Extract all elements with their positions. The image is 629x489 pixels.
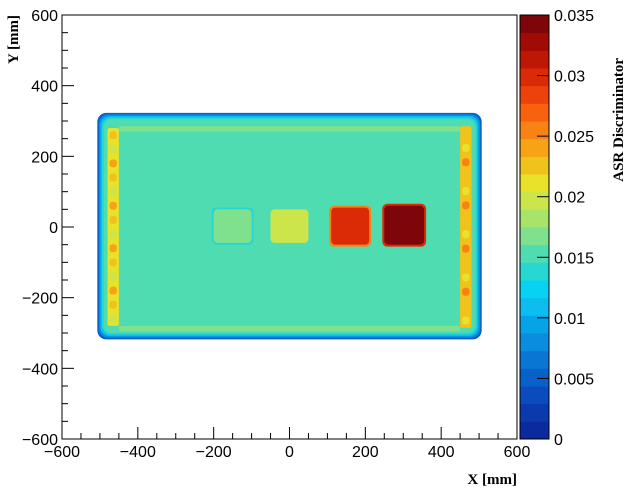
x-tick-label: 0 [285, 444, 294, 461]
y-tick-label: 0 [49, 220, 58, 237]
colorbar-band [520, 280, 549, 299]
colorbar-band [520, 85, 549, 104]
colorbar-band [520, 403, 549, 422]
edge-speckle [462, 244, 470, 253]
edge-speckle [462, 316, 470, 325]
edge-speckle [462, 302, 470, 311]
edge-speckle [462, 215, 470, 224]
colorbar-band [520, 174, 549, 193]
colorbar-band [520, 103, 549, 122]
colorbar-band [520, 333, 549, 352]
edge-speckle [462, 158, 470, 167]
colorbar-band [520, 15, 549, 34]
y-tick-label: 200 [31, 149, 58, 166]
z-tick-label: 0.025 [554, 129, 594, 146]
edge-speckle [462, 172, 470, 181]
edge-speckle [462, 287, 470, 296]
region-block-1 [213, 209, 252, 243]
z-tick-label: 0.01 [554, 311, 585, 328]
edge-speckle [109, 215, 117, 224]
edge-speckle [462, 230, 470, 239]
colorbar-band [520, 244, 549, 263]
colorbar-band [520, 386, 549, 405]
colorbar-frame [519, 14, 550, 440]
z-tick-label: 0.015 [554, 250, 594, 267]
edge-speckle [109, 258, 117, 267]
edge-speckle [109, 244, 117, 253]
z-tick-label: 0 [554, 432, 563, 449]
colorbar-band [520, 191, 549, 210]
edge-speckle [109, 300, 117, 309]
x-tick-label: 600 [504, 444, 531, 461]
x-tick-label: −600 [44, 444, 80, 461]
y-tick-label: 600 [31, 8, 58, 25]
edge-speckle [109, 145, 117, 154]
z-tick-label: 0.035 [554, 8, 594, 25]
y-tick-label: −600 [22, 432, 58, 449]
colorbar-band [520, 68, 549, 87]
edge-speckle [109, 173, 117, 182]
colorbar-title: ASR Discriminator [611, 58, 627, 182]
heatmap-area [97, 112, 482, 340]
colorbar-band [520, 138, 549, 157]
edge-speckle [109, 230, 117, 239]
x-tick-label: 200 [352, 444, 379, 461]
edge-speckle [109, 314, 117, 323]
colorbar-band [520, 50, 549, 69]
colorbar-band [520, 227, 549, 246]
colorbar-band [520, 209, 549, 228]
edge-speckle [462, 187, 470, 196]
colorbar-band [520, 121, 549, 140]
y-tick-label: −200 [22, 291, 58, 308]
region-top-edge-band [118, 126, 461, 132]
x-tick-label: −200 [196, 444, 232, 461]
z-tick-label: 0.02 [554, 190, 585, 207]
edge-speckle [462, 143, 470, 152]
colorbar-band [520, 32, 549, 51]
z-tick-label: 0.005 [554, 371, 594, 388]
x-axis-title: X [mm] [467, 472, 517, 488]
edge-speckle [109, 286, 117, 295]
edge-speckle [109, 272, 117, 281]
y-tick-label: 400 [31, 79, 58, 96]
y-tick-label: −400 [22, 361, 58, 378]
edge-speckle [462, 258, 470, 267]
region-bottom-edge-band [118, 325, 461, 332]
edge-speckle [462, 201, 470, 210]
region-block-2 [270, 209, 309, 243]
x-axis: −600 −400 −200 0 200 400 600 [44, 427, 530, 461]
colorbar-band [520, 368, 549, 387]
region-block-4 [384, 205, 425, 245]
y-axis: −600 −400 −200 0 200 400 600 [22, 8, 74, 449]
edge-speckle [109, 201, 117, 210]
colorbar: 0 0.005 0.01 0.015 0.02 0.025 0.03 0.035 [519, 8, 594, 449]
region-right-edge-band [460, 126, 472, 328]
colorbar-band [520, 262, 549, 281]
region-left-edge-band [107, 128, 119, 326]
edge-speckle [109, 131, 117, 140]
colorbar-band [520, 315, 549, 334]
colorbar-band [520, 156, 549, 175]
x-tick-label: −400 [120, 444, 156, 461]
x-tick-label: 400 [428, 444, 455, 461]
edge-speckle [462, 273, 470, 282]
edge-speckle [109, 187, 117, 196]
z-tick-label: 0.03 [554, 69, 585, 86]
edge-speckle [109, 159, 117, 168]
y-axis-title: Y [mm] [6, 15, 22, 64]
colorbar-band [520, 421, 549, 440]
region-block-3 [331, 207, 370, 245]
colorbar-band [520, 297, 549, 316]
edge-speckle [462, 129, 470, 138]
colorbar-band [520, 350, 549, 369]
